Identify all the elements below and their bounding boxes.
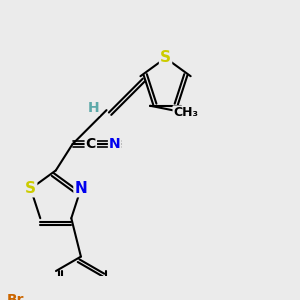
Text: S: S — [160, 50, 171, 65]
Text: CH₃: CH₃ — [173, 106, 199, 119]
Text: H: H — [87, 101, 99, 115]
Text: N: N — [109, 137, 121, 151]
Text: Br: Br — [6, 293, 24, 300]
Text: C: C — [86, 137, 96, 151]
Text: S: S — [25, 181, 36, 196]
Text: N: N — [74, 181, 87, 196]
